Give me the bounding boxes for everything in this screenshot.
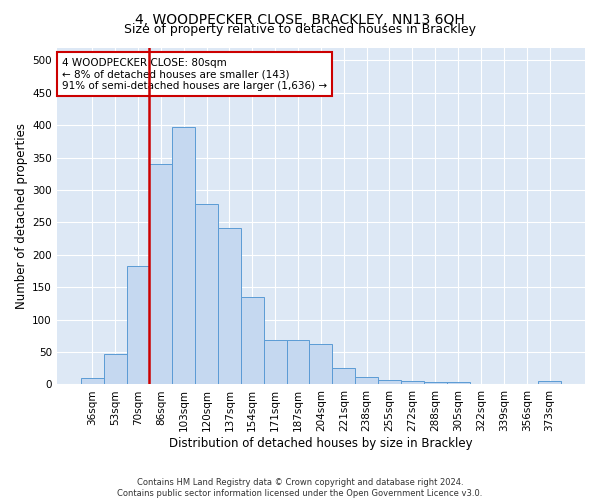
Bar xyxy=(104,354,127,384)
Text: 4, WOODPECKER CLOSE, BRACKLEY, NN13 6QH: 4, WOODPECKER CLOSE, BRACKLEY, NN13 6QH xyxy=(135,12,465,26)
Bar xyxy=(310,344,332,385)
Bar xyxy=(538,381,561,384)
Bar xyxy=(172,127,195,384)
Text: 4 WOODPECKER CLOSE: 80sqm
← 8% of detached houses are smaller (143)
91% of semi-: 4 WOODPECKER CLOSE: 80sqm ← 8% of detach… xyxy=(62,58,327,91)
Bar xyxy=(332,368,355,384)
Bar xyxy=(446,382,470,384)
Bar xyxy=(241,297,264,384)
Text: Contains HM Land Registry data © Crown copyright and database right 2024.
Contai: Contains HM Land Registry data © Crown c… xyxy=(118,478,482,498)
Bar xyxy=(287,340,310,384)
Bar xyxy=(81,378,104,384)
Bar xyxy=(424,382,446,384)
Bar xyxy=(218,228,241,384)
Bar xyxy=(127,266,149,384)
Bar xyxy=(401,381,424,384)
Bar xyxy=(195,204,218,384)
Bar xyxy=(355,376,378,384)
Bar xyxy=(378,380,401,384)
Bar xyxy=(264,340,287,384)
X-axis label: Distribution of detached houses by size in Brackley: Distribution of detached houses by size … xyxy=(169,437,473,450)
Bar xyxy=(149,164,172,384)
Y-axis label: Number of detached properties: Number of detached properties xyxy=(15,123,28,309)
Text: Size of property relative to detached houses in Brackley: Size of property relative to detached ho… xyxy=(124,22,476,36)
